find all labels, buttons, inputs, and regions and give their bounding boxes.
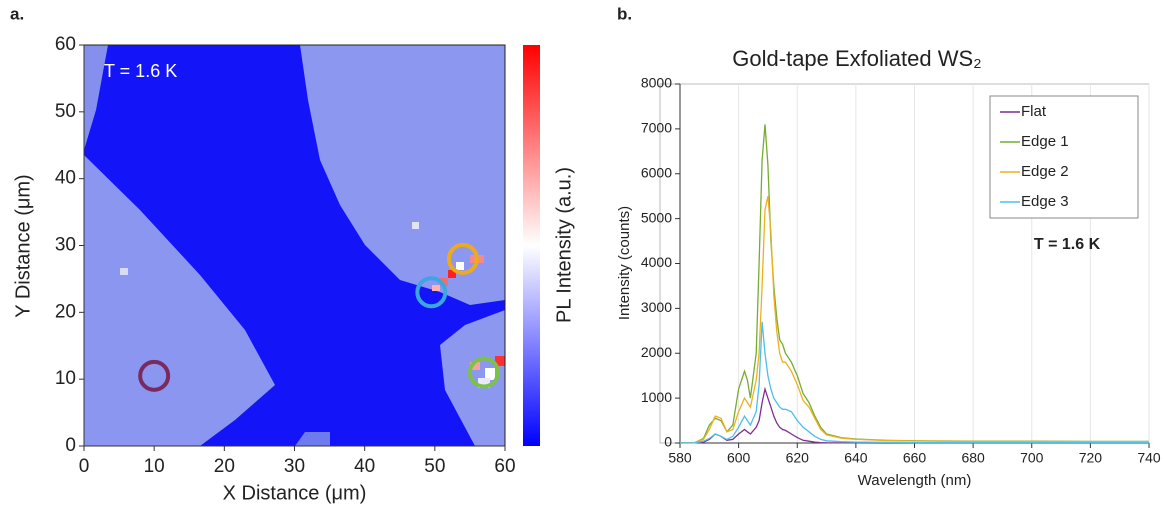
x-tick-label: 740 bbox=[1137, 450, 1161, 466]
marker-circle bbox=[415, 276, 448, 309]
chart-title: Gold-tape Exfoliated WS₂ bbox=[732, 46, 981, 71]
spectrum-line bbox=[679, 386, 1149, 444]
panel-label: b. bbox=[617, 4, 632, 23]
x-tick-label: 700 bbox=[1020, 450, 1044, 466]
x-tick-label: 660 bbox=[903, 450, 927, 466]
spectrum-line bbox=[679, 196, 1149, 444]
y-tick-label: 4000 bbox=[641, 254, 672, 270]
y-axis-label: Y Distance (μm) bbox=[12, 174, 34, 317]
pl-map bbox=[84, 45, 505, 446]
x-tick-label: 10 bbox=[144, 456, 165, 477]
legend-label: Edge 1 bbox=[1021, 133, 1069, 150]
panel-label: a. bbox=[10, 4, 24, 23]
x-tick-label: 40 bbox=[354, 456, 375, 477]
x-tick-label: 0 bbox=[79, 456, 90, 477]
y-tick-label: 20 bbox=[55, 301, 76, 322]
y-tick-label: 8000 bbox=[641, 75, 672, 91]
y-tick-label: 0 bbox=[664, 434, 672, 450]
colorbar bbox=[523, 45, 540, 446]
x-tick-label: 680 bbox=[961, 450, 985, 466]
y-tick-label: 50 bbox=[55, 101, 76, 122]
y-tick-label: 3000 bbox=[641, 299, 672, 315]
x-tick-label: 620 bbox=[786, 450, 810, 466]
x-tick-label: 60 bbox=[494, 456, 515, 477]
x-tick-label: 30 bbox=[284, 456, 305, 477]
x-tick-label: 20 bbox=[214, 456, 235, 477]
colorbar-label: PL Intensity (a.u.) bbox=[553, 167, 575, 323]
y-tick-label: 7000 bbox=[641, 120, 672, 136]
x-axis-label: X Distance (μm) bbox=[223, 482, 367, 504]
y-tick-label: 1000 bbox=[641, 389, 672, 405]
legend-label: Edge 2 bbox=[1021, 163, 1069, 180]
x-tick-label: 600 bbox=[727, 450, 751, 466]
y-tick-label: 30 bbox=[55, 235, 76, 256]
x-tick-label: 720 bbox=[1079, 450, 1103, 466]
marker-circle bbox=[138, 359, 171, 392]
annotation: T = 1.6 K bbox=[104, 61, 177, 81]
x-tick-label: 580 bbox=[668, 450, 692, 466]
marker-circle bbox=[446, 242, 479, 275]
legend-label: Edge 3 bbox=[1021, 193, 1069, 210]
y-tick-label: 60 bbox=[55, 34, 76, 55]
y-tick-label: 5000 bbox=[641, 209, 672, 225]
y-tick-label: 40 bbox=[55, 168, 76, 189]
x-tick-label: 640 bbox=[844, 450, 868, 466]
spectrum-line bbox=[679, 321, 1149, 444]
y-tick-label: 0 bbox=[65, 435, 76, 456]
legend-box bbox=[989, 95, 1139, 219]
y-axis-label: Intensity (counts) bbox=[616, 206, 633, 320]
y-tick-label: 10 bbox=[55, 368, 76, 389]
legend-label: Flat bbox=[1021, 103, 1047, 120]
y-tick-label: 6000 bbox=[641, 164, 672, 180]
x-axis-label: Wavelength (nm) bbox=[858, 472, 972, 489]
marker-circle bbox=[467, 356, 500, 389]
x-tick-label: 50 bbox=[424, 456, 445, 477]
y-tick-label: 2000 bbox=[641, 344, 672, 360]
annotation: T = 1.6 K bbox=[1034, 236, 1101, 253]
